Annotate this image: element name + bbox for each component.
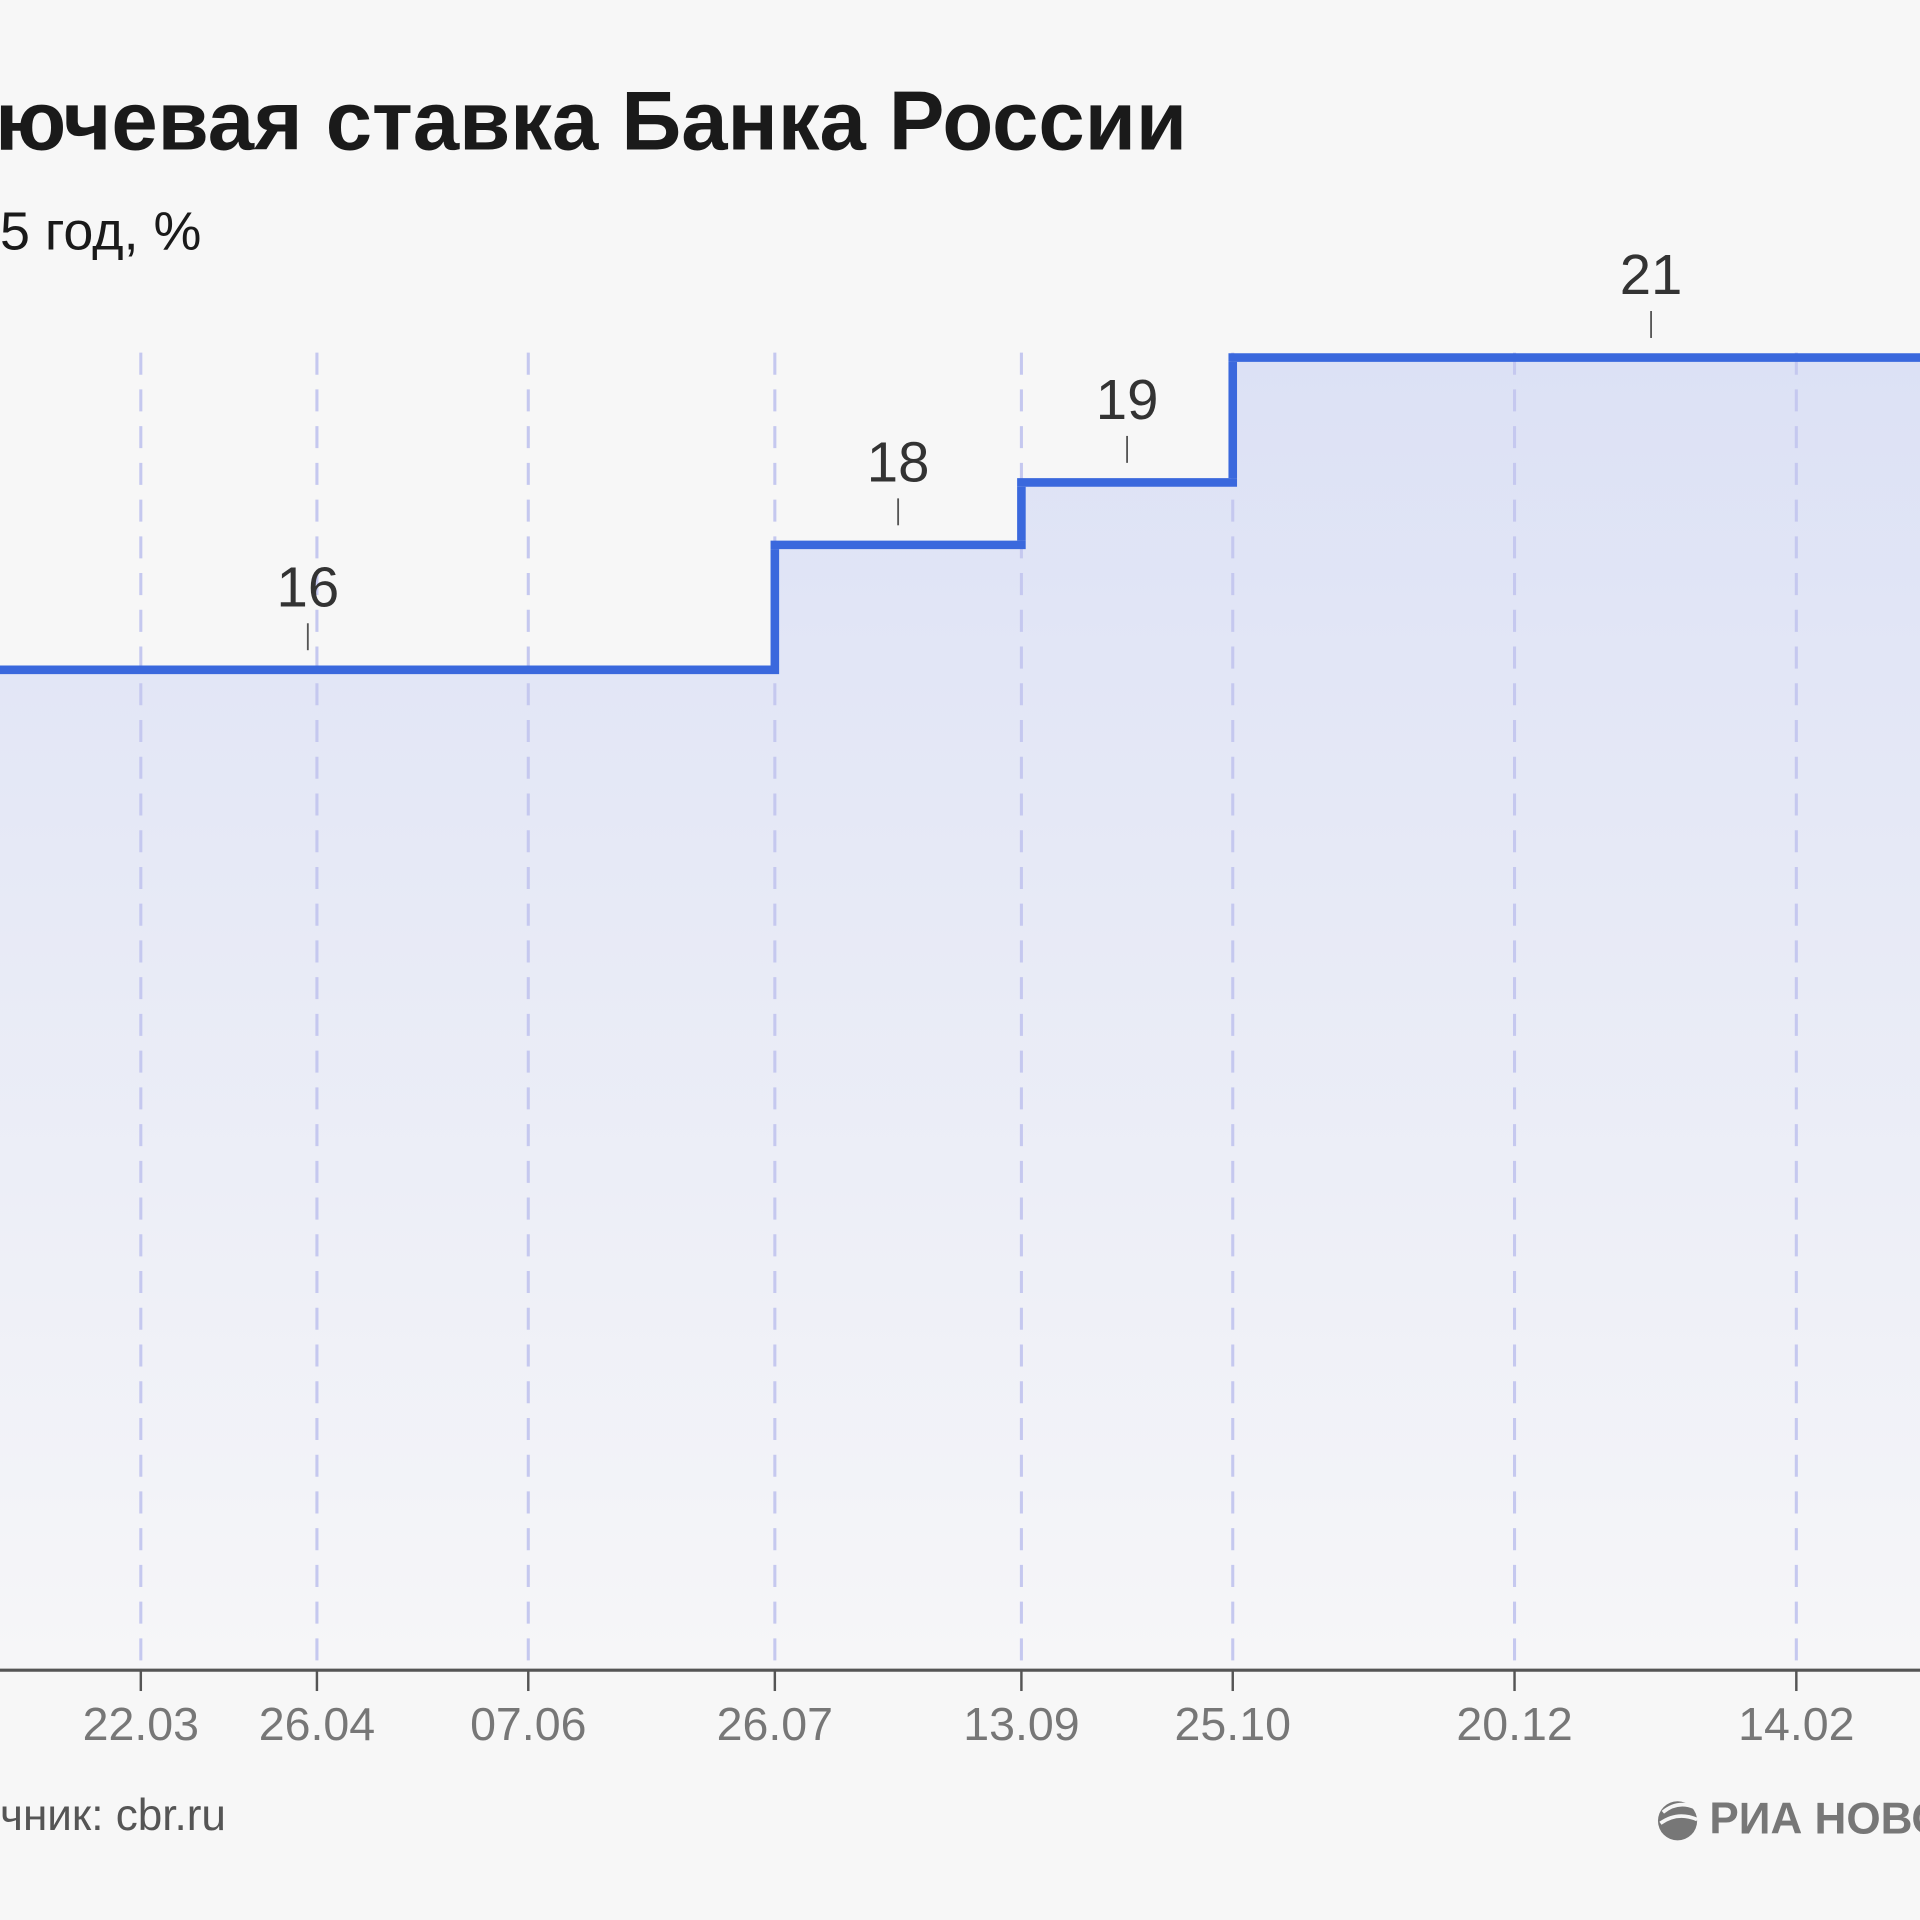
x-tick-label: 14.02 — [1738, 1698, 1854, 1750]
x-tick-label: 20.12 — [1456, 1698, 1572, 1750]
chart-title: ючевая ставка Банка России — [0, 74, 1187, 167]
area-fill — [0, 357, 1920, 1669]
x-tick-label: 22.03 — [83, 1698, 199, 1750]
chart-subtitle: 5 год, % — [0, 201, 201, 261]
data-label: 16 — [277, 555, 340, 618]
data-label: 21 — [1620, 243, 1683, 306]
logo-text: РИА НОВО — [1709, 1795, 1920, 1844]
logo-icon-lines — [1659, 1802, 1698, 1825]
x-tick-label: 26.04 — [259, 1698, 375, 1750]
x-tick-label: 25.10 — [1175, 1698, 1291, 1750]
source: чник: cbr.ru — [0, 1791, 226, 1840]
x-tick-label: 13.09 — [963, 1698, 1079, 1750]
plot: 22.03 26.04 07.06 26.07 13.09 25.10 20.12 14.02… — [0, 243, 1920, 1750]
logo: РИА НОВО — [1657, 1795, 1920, 1844]
x-tick-label: 07.06 — [470, 1698, 586, 1750]
logo-icon — [1657, 1801, 1698, 1841]
data-label: 19 — [1096, 368, 1159, 431]
data-label: 18 — [867, 430, 930, 493]
x-tick-label: 26.07 — [717, 1698, 833, 1750]
